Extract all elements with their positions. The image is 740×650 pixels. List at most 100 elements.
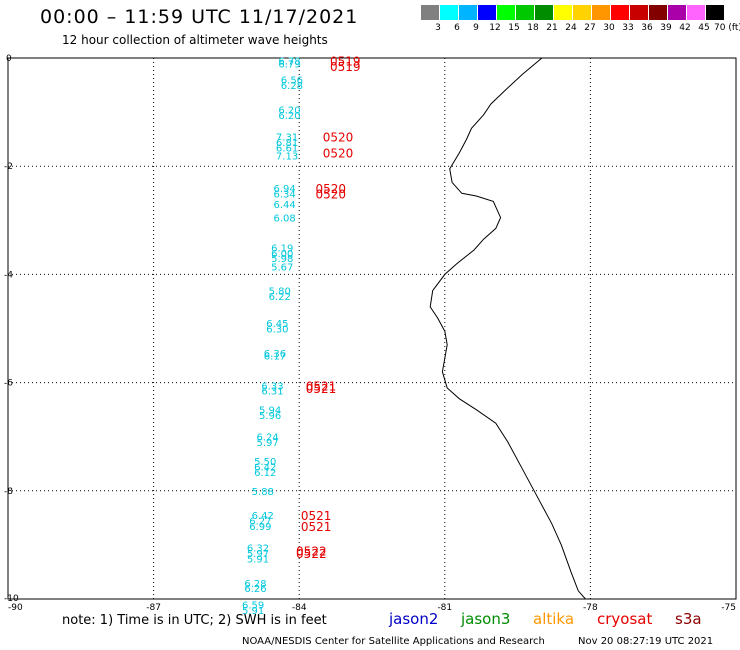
scale-label: 12 (489, 23, 501, 33)
scale-swatch (573, 5, 591, 20)
y-tick-label: -4 (4, 270, 13, 280)
satellite-legend-altika: altika (533, 610, 575, 628)
wave-height-label: 6.33 (261, 381, 283, 392)
wave-height-label: 6.42 (254, 462, 276, 473)
wave-height-label: 6.99 (249, 522, 271, 533)
wave-height-label: 6.78 (278, 57, 300, 68)
x-tick-label: -90 (8, 603, 23, 613)
wave-height-label: 6.44 (274, 200, 296, 211)
wave-height-label: 6.61 (276, 143, 298, 154)
scale-swatch (649, 5, 667, 20)
wave-height-label: 6.56 (281, 76, 303, 87)
scale-swatch (611, 5, 629, 20)
scale-label: 18 (527, 23, 539, 33)
wave-height-label: 5.97 (257, 438, 279, 449)
wave-height-label: 6.19 (271, 243, 293, 254)
scale-label: 9 (473, 23, 479, 33)
pass-time-label: 0520 (315, 182, 346, 196)
scale-swatch (630, 5, 648, 20)
generation-timestamp: Nov 20 08:27:19 UTC 2021 (578, 636, 714, 647)
scale-label: 21 (546, 23, 558, 33)
scale-label: 45 (698, 23, 710, 33)
scale-label: 30 (603, 23, 615, 33)
pass-time-label: 0521 (306, 379, 337, 393)
pass-time-labels: 0519051905200520052005200521052105210521… (296, 55, 361, 561)
scale-swatch (459, 5, 477, 20)
scale-label: 3 (435, 23, 441, 33)
pass-time-label: 0520 (323, 147, 354, 161)
wave-height-label: 6.28 (281, 81, 303, 92)
wave-height-label: 5.98 (271, 254, 293, 265)
scale-swatch (478, 5, 496, 20)
scale-swatch (497, 5, 515, 20)
footnote: note: 1) Time is in UTC; 2) SWH is in fe… (62, 613, 327, 628)
wave-height-label: 6.79 (278, 59, 300, 70)
x-tick-label: -87 (146, 603, 161, 613)
wave-height-label: 6.17 (264, 352, 286, 363)
y-tick-label: -10 (4, 594, 19, 604)
graticule (8, 58, 736, 599)
pass-time-label: 0520 (315, 187, 346, 201)
scale-swatch (421, 5, 439, 20)
wave-height-label: 5.67 (271, 262, 293, 273)
pass-time-label: 0521 (301, 509, 332, 523)
y-tick-label: -2 (4, 162, 13, 172)
map-title: 00:00 – 11:59 UTC 11/17/2021 (40, 6, 359, 28)
satellite-legend-cryosat: cryosat (597, 610, 653, 628)
credit-line: NOAA/NESDIS Center for Satellite Applica… (242, 636, 545, 647)
scale-label: 6 (454, 23, 460, 33)
scale-swatch (668, 5, 686, 20)
wave-height-label: 5.80 (269, 287, 291, 298)
wave-height-label: 6.30 (266, 325, 288, 336)
scale-label: 27 (584, 23, 596, 33)
wave-height-label: 6.28 (244, 579, 266, 590)
y-tick-label: 0 (6, 54, 12, 64)
scale-swatch (706, 5, 724, 20)
scale-label: 39 (660, 23, 672, 33)
scale-label: 24 (565, 23, 577, 33)
wave-height-label: 6.45 (266, 319, 288, 330)
wave-height-label: 6.00 (271, 249, 293, 260)
wave-height-label: 6.36 (264, 349, 286, 360)
wave-height-label: 6.59 (242, 600, 264, 611)
scale-label: 42 (679, 23, 691, 33)
wave-height-label: 6.32 (247, 544, 269, 555)
wave-height-label: 6.27 (249, 517, 271, 528)
scale-swatch (554, 5, 572, 20)
x-tick-label: -78 (583, 603, 598, 613)
x-tick-label: -81 (437, 603, 452, 613)
map-frame (7, 57, 737, 600)
pass-time-label: 0519 (330, 60, 361, 74)
scale-swatch (687, 5, 705, 20)
x-tick-label: -75 (721, 603, 736, 613)
pass-time-label: 0522 (296, 544, 327, 558)
map-subtitle: 12 hour collection of altimeter wave hei… (62, 33, 328, 47)
axis-tick-labels: -90 -87 -84 -81 -78 -75 0 -2 -4 -6 -8 -10 (4, 54, 736, 613)
scale-label: 70 (ft) (714, 23, 740, 33)
satellite-track-cyan: 6.786.796.566.286.206.207.316.816.617.13… (242, 57, 303, 617)
satellite-legend-jason3: jason3 (461, 610, 511, 628)
wave-height-label: 5.96 (259, 411, 281, 422)
y-tick-label: -8 (4, 487, 13, 497)
wave-height-label: 6.81 (276, 138, 298, 149)
wave-height-label: 5.91 (247, 554, 269, 565)
scale-swatch (535, 5, 553, 20)
pass-time-label: 0522 (296, 547, 327, 561)
wave-height-label: 5.91 (242, 606, 264, 617)
wave-height-label: 7.31 (276, 132, 298, 143)
wave-height-label: 6.24 (257, 433, 279, 444)
wave-height-label: 6.94 (274, 184, 296, 195)
south-america-coastline (429, 57, 586, 600)
wave-height-label: 5.97 (247, 549, 269, 560)
wave-height-label: 5.94 (259, 406, 281, 417)
wave-height-label: 6.20 (278, 111, 300, 122)
wave-height-label: 6.22 (269, 292, 291, 303)
wave-height-label: 6.42 (252, 511, 274, 522)
scale-swatch (516, 5, 534, 20)
pass-time-label: 0521 (301, 520, 332, 534)
scale-label: 36 (641, 23, 653, 33)
wave-height-label: 6.34 (274, 189, 296, 200)
satellite-legend-jason2: jason2 (389, 610, 439, 628)
wave-height-label: 6.20 (278, 105, 300, 116)
